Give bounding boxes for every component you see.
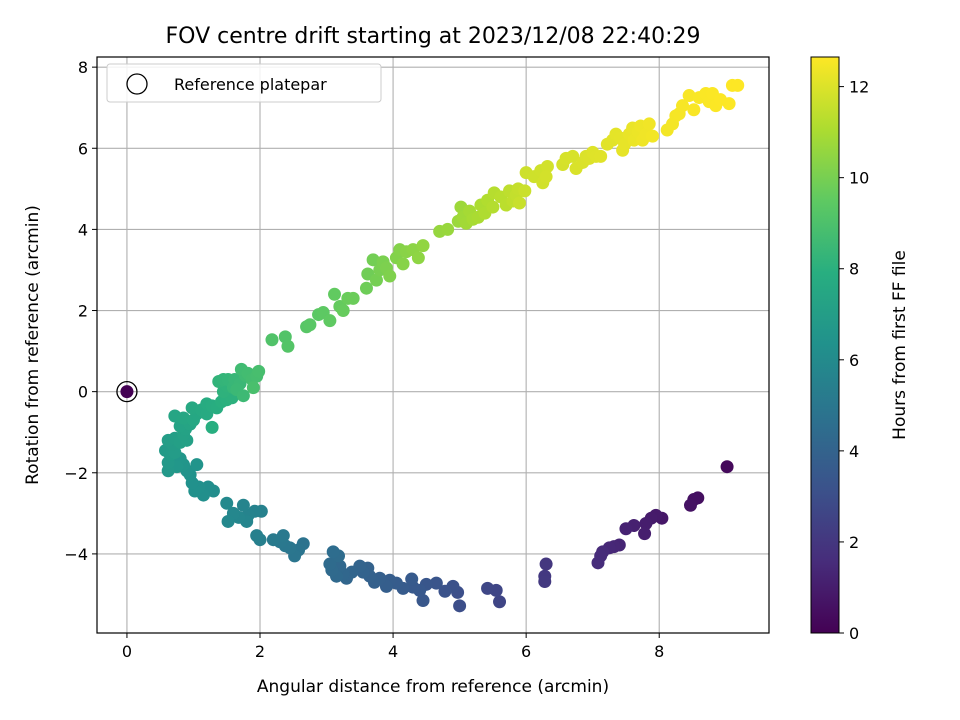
data-point <box>619 522 633 536</box>
y-tick-label: 4 <box>78 220 88 239</box>
data-point <box>676 99 690 113</box>
colorbar: 0 2 4 6 8 10 12 Hours from first FF file <box>810 56 910 643</box>
y-tick-label: −2 <box>64 464 88 483</box>
data-point <box>359 281 373 295</box>
data-point <box>720 460 734 474</box>
data-point <box>221 514 235 528</box>
data-point <box>246 381 260 395</box>
scatter-points <box>120 78 745 613</box>
y-axis-label: Rotation from reference (arcmin) <box>23 205 43 485</box>
y-tick-label: 8 <box>78 58 88 77</box>
y-axis-ticks: −4 −2 0 2 4 6 8 <box>64 58 97 564</box>
data-point <box>493 595 507 609</box>
colorbar-ticks: 0 2 4 6 8 10 12 <box>839 78 869 643</box>
x-axis-label: Angular distance from reference (arcmin) <box>257 677 609 697</box>
colorbar-label: Hours from first FF file <box>890 250 910 440</box>
data-point <box>236 498 250 512</box>
legend-marker <box>126 73 148 95</box>
data-point <box>328 287 342 301</box>
data-point <box>682 89 696 103</box>
data-point <box>205 420 219 434</box>
y-tick-label: −4 <box>64 545 88 564</box>
data-point <box>405 572 419 586</box>
data-point <box>281 339 295 353</box>
data-point <box>176 411 190 425</box>
data-point <box>646 129 660 143</box>
data-point <box>591 556 605 570</box>
x-axis-ticks: 0 2 4 6 8 <box>122 633 664 661</box>
data-point <box>220 496 234 510</box>
legend: Reference platepar <box>106 63 382 103</box>
grid-lines <box>97 57 769 633</box>
data-point <box>266 533 280 547</box>
colorbar-tick-label: 2 <box>849 533 859 552</box>
x-tick-label: 0 <box>122 642 132 661</box>
data-point <box>594 149 608 163</box>
data-point <box>512 196 526 210</box>
data-point <box>539 557 553 571</box>
data-point <box>120 385 134 399</box>
y-tick-label: 2 <box>78 302 88 321</box>
data-point <box>638 527 652 541</box>
data-point <box>441 222 455 236</box>
data-point <box>276 529 290 543</box>
data-point <box>639 516 653 530</box>
data-point <box>236 389 250 403</box>
data-point <box>416 594 430 608</box>
data-point <box>383 269 397 283</box>
data-point <box>396 257 410 271</box>
data-point <box>369 273 383 287</box>
x-tick-label: 6 <box>521 642 531 661</box>
colorbar-tick-label: 8 <box>849 260 859 279</box>
colorbar-tick-label: 10 <box>849 169 869 188</box>
reference-point <box>116 380 138 403</box>
data-point <box>411 251 425 265</box>
y-tick-label: 0 <box>78 383 88 402</box>
x-tick-label: 4 <box>388 642 398 661</box>
data-point <box>250 529 264 543</box>
data-point <box>687 103 701 117</box>
data-point <box>566 149 580 163</box>
data-point <box>481 581 495 595</box>
data-point <box>190 458 204 472</box>
data-point <box>416 239 430 253</box>
data-point <box>538 574 552 588</box>
reference-marker <box>116 380 138 403</box>
data-point <box>336 304 350 318</box>
data-point <box>252 364 266 378</box>
x-tick-label: 8 <box>654 642 664 661</box>
data-point <box>722 97 736 111</box>
x-tick-label: 2 <box>255 642 265 661</box>
colorbar-tick-label: 6 <box>849 351 859 370</box>
colorbar-tick-label: 4 <box>849 442 859 461</box>
chart-title: FOV centre drift starting at 2023/12/08 … <box>166 24 701 49</box>
data-point <box>453 599 467 613</box>
data-point <box>540 160 554 174</box>
colorbar-gradient <box>810 56 840 634</box>
data-point <box>346 291 360 305</box>
data-point <box>486 200 500 214</box>
data-point <box>539 170 553 184</box>
y-tick-label: 6 <box>78 139 88 158</box>
data-point <box>366 253 380 267</box>
data-point <box>265 333 279 347</box>
data-point <box>326 545 340 559</box>
data-point <box>438 584 452 598</box>
colorbar-tick-label: 0 <box>849 624 859 643</box>
plot-frame <box>96 56 770 634</box>
data-point <box>323 314 337 328</box>
data-point <box>518 184 532 198</box>
data-point <box>429 576 443 590</box>
colorbar-tick-label: 12 <box>849 78 869 97</box>
data-point <box>642 117 656 131</box>
legend-box <box>106 63 382 103</box>
legend-label: Reference platepar <box>174 75 327 94</box>
data-point <box>303 318 317 332</box>
data-point <box>731 78 745 92</box>
data-point <box>323 557 337 571</box>
data-point <box>683 498 697 512</box>
